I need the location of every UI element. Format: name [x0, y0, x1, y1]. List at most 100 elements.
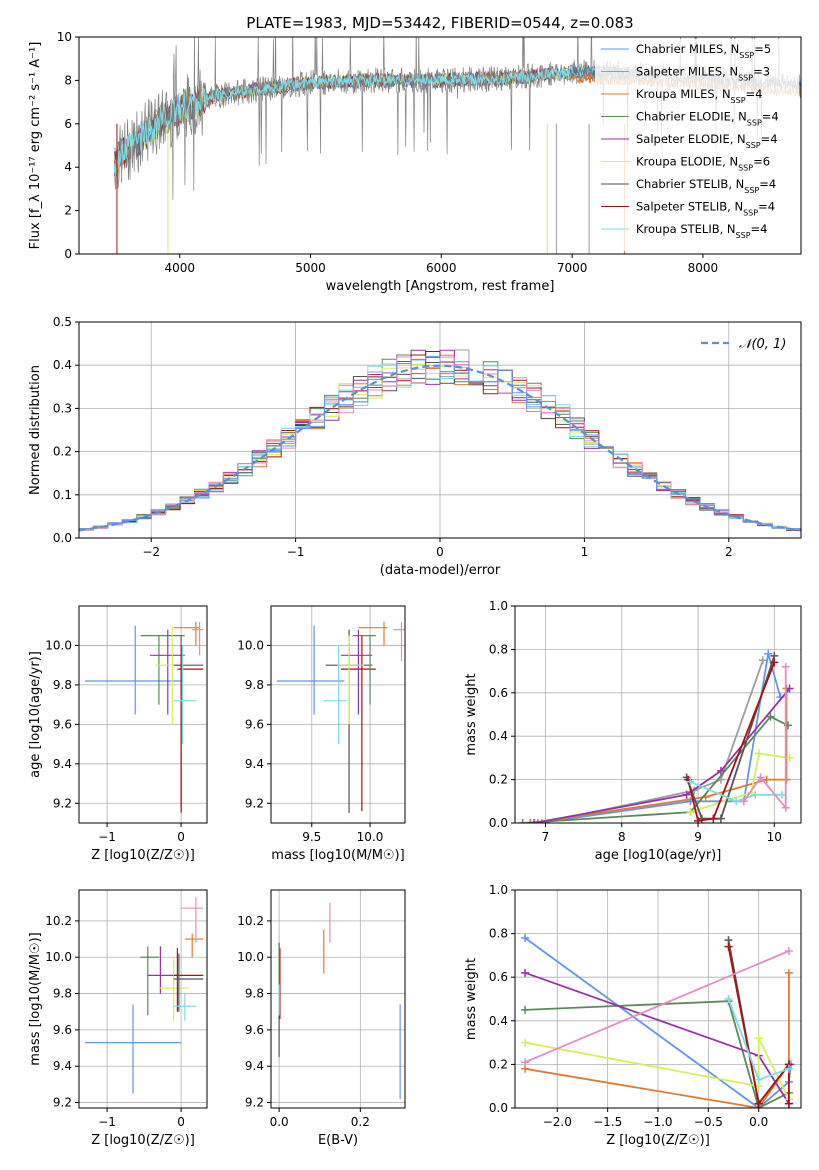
x-tick-label: 8000 [688, 261, 719, 275]
y-tick-label: 0.4 [489, 729, 508, 743]
y-tick-label: 9.2 [53, 1096, 72, 1110]
legend-label: Chabrier ELODIE, NSSP=4 [636, 110, 779, 128]
data-point [155, 625, 185, 725]
y-tick-label: 10.2 [237, 914, 264, 928]
y-tick-label: 9.4 [245, 1059, 264, 1073]
x-tick-label: 0.0 [270, 1115, 289, 1129]
age-vs-mass-axes-frame [270, 605, 406, 824]
x-tick-label: 6000 [426, 261, 457, 275]
weight-marker [785, 753, 794, 762]
data-point [323, 645, 347, 745]
y-tick-label: 9.6 [53, 717, 72, 731]
y-tick-label: 0.2 [53, 445, 72, 459]
y-axis-label: age [log10(age/yr)] [28, 651, 43, 778]
weight-marker [784, 1099, 793, 1108]
x-tick-label: 0.2 [351, 1115, 370, 1129]
weight-marker [755, 749, 764, 758]
weight-series [686, 749, 794, 817]
x-tick-label: −1 [98, 830, 116, 844]
weight-line [524, 972, 790, 1108]
weight-marker [533, 819, 542, 823]
y-tick-label: 10.0 [45, 638, 72, 652]
x-tick-label: 0 [436, 545, 444, 559]
data-point [393, 621, 405, 662]
x-tick-label: −1 [98, 1115, 116, 1129]
y-tick-label: 10.0 [237, 950, 264, 964]
y-axis-label: mass weight [464, 673, 479, 755]
weight-vs-age-axes-frame [514, 605, 802, 824]
weight-marker [777, 790, 786, 799]
x-tick-label: 1 [581, 545, 589, 559]
weight-series [521, 968, 793, 1108]
x-axis-label: mass [log10(M/M☉)] [271, 848, 404, 863]
weight-marker [739, 797, 748, 806]
y-axis-label: mass weight [464, 958, 479, 1040]
residuals-panel: −2 −1 0 1 2 0.0 0.1 0.2 0.3 0.4 0.5 𝒩(0, 1) (data-mo… [28, 315, 802, 578]
x-axis-label: Z [log10(Z/Z☉)] [91, 1133, 195, 1148]
weight-marker [732, 797, 741, 806]
age-vs-Z-plot-area [84, 621, 204, 814]
x-axis-label: Z [log10(Z/Z☉)] [91, 848, 195, 863]
y-tick-label: 1.0 [489, 599, 508, 613]
spectrum-model-line [113, 65, 631, 175]
spectrum-model-line [114, 64, 631, 176]
weight-marker [754, 1034, 763, 1043]
legend-label: Salpeter STELIB, NSSP=4 [636, 200, 775, 218]
weight-marker [537, 819, 546, 823]
data-point [158, 957, 189, 1021]
weight-marker [682, 790, 691, 799]
y-tick-label: 0.2 [489, 773, 508, 787]
y-tick-label: 0.5 [53, 315, 72, 329]
y-tick-label: 9.6 [245, 717, 264, 731]
data-point [173, 621, 200, 646]
mass-vs-Z-panel: −1 0 9.2 9.4 9.6 9.8 10.0 10.2 Z [log10(Z/Z☉)] ma… [28, 889, 208, 1148]
residuals-plot-area [79, 349, 801, 532]
weight-marker [756, 773, 765, 782]
y-tick-label: 9.4 [53, 757, 72, 771]
legend-label: 𝒩(0, 1) [739, 337, 786, 352]
legend-label: Chabrier STELIB, NSSP=4 [636, 177, 776, 195]
weight-marker [716, 814, 725, 823]
weight-marker [764, 649, 773, 658]
weight-marker [521, 968, 530, 977]
weight-marker [784, 968, 793, 977]
y-tick-label: 0.4 [489, 1014, 508, 1028]
y-tick-label: 0.0 [53, 531, 72, 545]
data-point [192, 621, 204, 656]
x-tick-label: 7 [542, 830, 550, 844]
weight-line [727, 946, 790, 1106]
weight-line [522, 715, 789, 823]
weight-marker [716, 766, 725, 775]
data-point [173, 993, 196, 1021]
weight-marker [784, 1064, 793, 1073]
weight-marker [686, 808, 695, 817]
y-tick-label: 10 [57, 30, 72, 44]
mass-vs-Z-plot-area [84, 897, 204, 1094]
weight-marker [518, 819, 527, 823]
weight-series [521, 997, 793, 1108]
x-axis-label: age [log10(age/yr)] [595, 848, 722, 863]
data-point [181, 897, 204, 943]
y-axis-label: mass [log10(M/M☉)] [28, 932, 43, 1065]
weight-marker [751, 790, 760, 799]
x-tick-label: 10 [767, 830, 782, 844]
weight-series [739, 662, 790, 812]
x-axis-label: (data-model)/error [380, 563, 501, 578]
weight-line [525, 1000, 790, 1108]
weight-marker [694, 816, 703, 823]
weight-marker [754, 1099, 763, 1108]
y-tick-label: 9.4 [245, 757, 264, 771]
y-tick-label: 9.8 [245, 987, 264, 1001]
y-tick-label: 0 [64, 247, 72, 261]
data-point [140, 634, 185, 705]
x-tick-label: 9.5 [302, 830, 321, 844]
weight-line [533, 687, 791, 823]
data-point [184, 933, 204, 958]
x-tick-label: −1.0 [643, 1115, 672, 1129]
y-tick-label: 4 [64, 160, 72, 174]
y-axis-label: Normed distribution [28, 365, 43, 495]
spectrum-axes-frame [78, 36, 802, 255]
y-tick-label: 9.8 [245, 678, 264, 692]
